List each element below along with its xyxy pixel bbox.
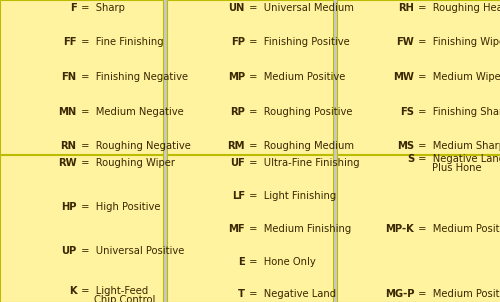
- Text: =  Medium Positive: = Medium Positive: [246, 72, 345, 82]
- Text: =  Finishing Wiper: = Finishing Wiper: [415, 37, 500, 47]
- Text: =  Roughing Wiper: = Roughing Wiper: [78, 158, 174, 168]
- Text: FS: FS: [400, 107, 414, 117]
- Text: FF: FF: [63, 37, 76, 47]
- Text: =  Light Finishing: = Light Finishing: [246, 191, 336, 201]
- Text: =  Medium Positive: = Medium Positive: [415, 223, 500, 234]
- Text: UP: UP: [61, 246, 76, 255]
- Text: =  Universal Positive: = Universal Positive: [78, 246, 184, 255]
- Text: =  Medium Sharp: = Medium Sharp: [415, 141, 500, 152]
- Text: =  Light-Feed: = Light-Feed: [78, 286, 148, 296]
- Text: RN: RN: [60, 141, 76, 152]
- Text: MN: MN: [58, 107, 76, 117]
- Text: =  Finishing Negative: = Finishing Negative: [78, 72, 188, 82]
- Text: =  Medium Finishing: = Medium Finishing: [246, 223, 351, 234]
- Text: =  Negative Land: = Negative Land: [246, 289, 336, 300]
- Text: =  Sharp: = Sharp: [78, 2, 124, 13]
- FancyBboxPatch shape: [167, 0, 332, 154]
- Text: MW: MW: [394, 72, 414, 82]
- Text: RM: RM: [228, 141, 245, 152]
- Text: =  Fine Finishing: = Fine Finishing: [78, 37, 163, 47]
- Text: Chip Control: Chip Control: [94, 294, 156, 302]
- Text: FN: FN: [62, 72, 76, 82]
- Text: =  Medium Negative: = Medium Negative: [78, 107, 183, 117]
- Text: E: E: [238, 256, 245, 267]
- Text: =  Negative Land: = Negative Land: [415, 154, 500, 164]
- Text: S: S: [407, 154, 414, 164]
- Text: UN: UN: [228, 2, 245, 13]
- Text: T: T: [238, 289, 245, 300]
- Text: Plus Hone: Plus Hone: [432, 163, 482, 173]
- Text: =  Roughing Positive: = Roughing Positive: [246, 107, 352, 117]
- Text: =  Medium Positive: = Medium Positive: [415, 289, 500, 300]
- Text: MF: MF: [228, 223, 245, 234]
- Text: =  Hone Only: = Hone Only: [246, 256, 316, 267]
- Text: FP: FP: [231, 37, 245, 47]
- Text: =  High Positive: = High Positive: [78, 202, 160, 212]
- Text: RH: RH: [398, 2, 414, 13]
- Text: =  Ultra-Fine Finishing: = Ultra-Fine Finishing: [246, 158, 360, 168]
- Text: MG-P: MG-P: [385, 289, 414, 300]
- Text: FW: FW: [396, 37, 414, 47]
- Text: =  Roughing Negative: = Roughing Negative: [78, 141, 190, 152]
- FancyBboxPatch shape: [336, 0, 500, 154]
- Text: MP-K: MP-K: [386, 223, 414, 234]
- FancyBboxPatch shape: [167, 155, 332, 302]
- Text: LF: LF: [232, 191, 245, 201]
- Text: F: F: [70, 2, 76, 13]
- Text: =  Universal Medium: = Universal Medium: [246, 2, 354, 13]
- Text: =  Roughing Heavy: = Roughing Heavy: [415, 2, 500, 13]
- Text: HP: HP: [61, 202, 76, 212]
- FancyBboxPatch shape: [0, 155, 163, 302]
- Text: =  Finishing Sharp: = Finishing Sharp: [415, 107, 500, 117]
- Text: MP: MP: [228, 72, 245, 82]
- Text: =  Roughing Medium: = Roughing Medium: [246, 141, 354, 152]
- Text: =  Finishing Positive: = Finishing Positive: [246, 37, 350, 47]
- Text: K: K: [69, 286, 76, 296]
- FancyBboxPatch shape: [336, 155, 500, 302]
- Text: RW: RW: [58, 158, 76, 168]
- Text: MS: MS: [397, 141, 414, 152]
- FancyBboxPatch shape: [0, 0, 163, 154]
- Text: =  Medium Wiper: = Medium Wiper: [415, 72, 500, 82]
- Text: UF: UF: [230, 158, 245, 168]
- Text: RP: RP: [230, 107, 245, 117]
